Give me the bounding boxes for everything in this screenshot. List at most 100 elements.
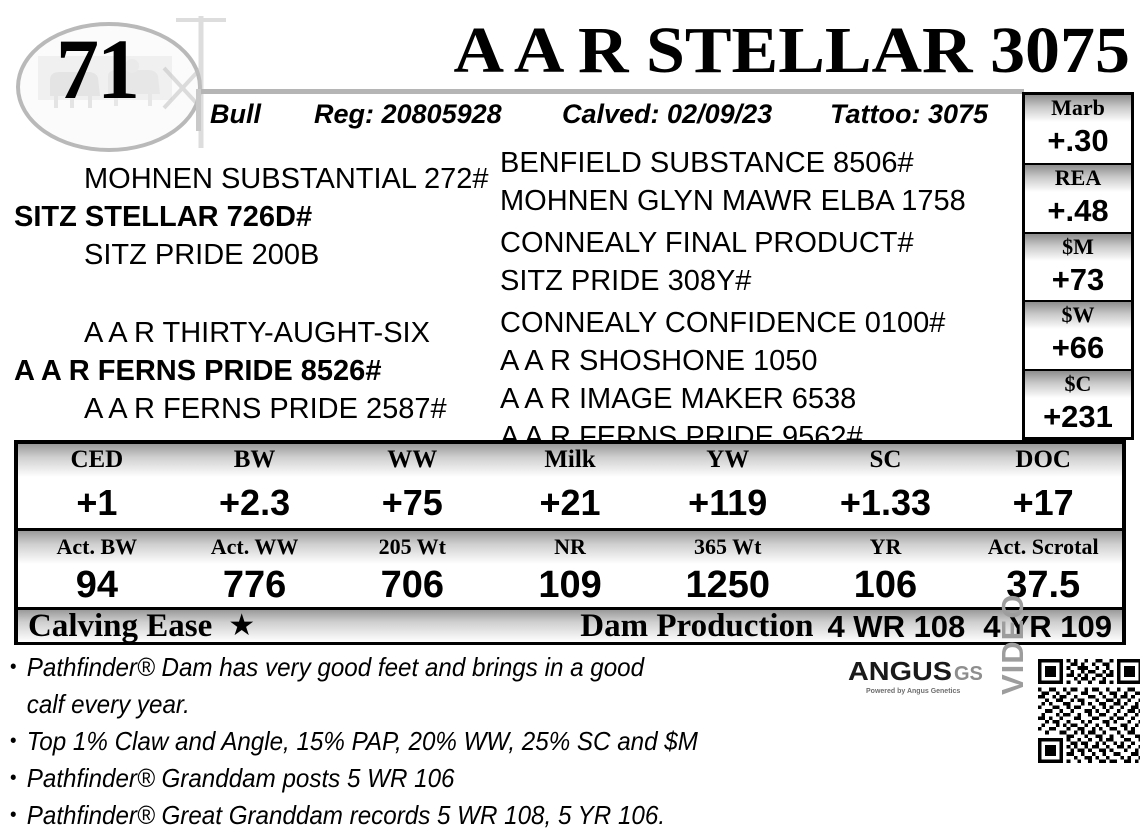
svg-text:Powered by Angus Genetics: Powered by Angus Genetics <box>866 688 960 695</box>
angus-gs-logo-icon: ANGUS GS Powered by Angus Genetics <box>848 656 983 695</box>
maternal-granddam: A A R FERNS PRIDE 2587# <box>84 393 447 425</box>
header-rule <box>196 89 1024 94</box>
epd-row-actual: Act. BW 94 Act. WW 776 205 Wt 706 NR 109… <box>18 528 1123 607</box>
note-item: • Top 1% Claw and Angle, 15% PAP, 20% WW… <box>10 726 782 757</box>
epd-cell-milk: Milk +21 <box>491 444 649 528</box>
tattoo: Tattoo: 3075 <box>830 98 989 129</box>
sidebar-cell-dollar-w: $W +66 <box>1025 300 1131 368</box>
sidebar-value-dollar-w: +66 <box>1051 330 1105 366</box>
note-item-continuation: calf every year. <box>10 689 782 720</box>
calving-ease-star-icon: ★ <box>228 609 256 642</box>
dam: A A R FERNS PRIDE 8526# <box>14 355 382 387</box>
sidebar-cell-rea: REA +.48 <box>1025 163 1131 231</box>
epd-row-expected: CED +1 BW +2.3 WW +75 Milk +21 YW +119 S… <box>18 444 1123 528</box>
sidebar-cell-dollar-m: $M +73 <box>1025 231 1131 300</box>
epd-cell-ww: WW +75 <box>333 444 492 528</box>
pedigree-left-column: MOHNEN SUBSTANTIAL 272# SITZ STELLAR 726… <box>0 140 492 436</box>
actual-label-nr: NR <box>491 531 649 564</box>
note-text-continuation: calf every year. <box>26 689 190 719</box>
actual-value-act-scrotal: 37.5 <box>1006 564 1081 606</box>
paternal-grandsire: MOHNEN SUBSTANTIAL 272# <box>84 163 489 195</box>
note-item: • Pathfinder® Dam has very good feet and… <box>10 652 782 683</box>
actual-cell-act-scrotal: Act. Scrotal 37.5 <box>964 531 1123 607</box>
sidebar-value-marb: +.30 <box>1047 123 1109 158</box>
epd-cell-sc: SC +1.33 <box>806 444 965 528</box>
great-grandparents-b: CONNEALY FINAL PRODUCT# SITZ PRIDE 308Y# <box>500 224 914 300</box>
actual-label-act-scrotal: Act. Scrotal <box>964 531 1123 564</box>
bullet-icon: • <box>10 656 17 678</box>
animal-sex: Bull <box>210 98 261 129</box>
sidebar-label-dollar-c: $C <box>1025 370 1131 398</box>
actual-value-365-wt: 1250 <box>685 564 770 606</box>
qr-code-icon[interactable] <box>1038 659 1140 763</box>
actual-cell-yr: YR 106 <box>806 531 965 607</box>
epd-cell-bw: BW +2.3 <box>175 444 334 528</box>
note-item: • Pathfinder® Granddam posts 5 WR 106 <box>10 763 782 794</box>
epd-value-milk: +21 <box>539 481 601 523</box>
sidebar-label-rea: REA <box>1025 165 1131 193</box>
note-text: Pathfinder® Granddam posts 5 WR 106 <box>26 763 455 793</box>
lot-badge: 71 <box>8 8 226 158</box>
sidebar-label-dollar-m: $M <box>1025 233 1131 261</box>
epd-value-yw: +119 <box>688 481 768 523</box>
bullet-icon: • <box>10 730 17 752</box>
epd-label-bw: BW <box>175 444 334 477</box>
sidebar-value-rea: +.48 <box>1047 193 1109 229</box>
note-text: Pathfinder® Great Granddam records 5 WR … <box>26 800 666 830</box>
actual-label-act-ww: Act. WW <box>175 531 334 564</box>
epd-label-ww: WW <box>333 444 492 477</box>
actual-label-205-wt: 205 Wt <box>333 531 492 564</box>
carcass-epd-sidebar: Marb +.30 REA +.48 $M +73 $W +66 $C +231 <box>1022 92 1134 440</box>
epd-value-ww: +75 <box>381 481 443 523</box>
lot-number: 71 <box>56 21 140 117</box>
registration: Reg: 20805928 <box>314 98 502 129</box>
bullet-icon: • <box>10 804 17 826</box>
dam-block: A A R THIRTY-AUGHT-SIX A A R FERNS PRIDE… <box>0 314 447 428</box>
animal-id-line: Bull Reg: 20805928 Calved: 02/09/23 Tatt… <box>210 96 1022 132</box>
sidebar-value-dollar-m: +73 <box>1051 261 1105 297</box>
epd-cell-yw: YW +119 <box>648 444 807 528</box>
actual-value-205-wt: 706 <box>380 564 444 606</box>
actual-value-yr: 106 <box>853 564 918 606</box>
ggp-c2: A A R SHOSHONE 1050 <box>500 345 818 377</box>
epd-value-ced: +1 <box>76 481 118 523</box>
epd-cell-ced: CED +1 <box>18 444 176 528</box>
note-text: Top 1% Claw and Angle, 15% PAP, 20% WW, … <box>26 726 698 756</box>
actual-cell-nr: NR 109 <box>491 531 649 607</box>
branding-block: ANGUS GS Powered by Angus Genetics VIDEO <box>848 594 1140 831</box>
epd-value-sc: +1.33 <box>839 481 931 523</box>
sire: SITZ STELLAR 726D# <box>14 201 313 233</box>
sidebar-cell-marb: Marb +.30 <box>1025 95 1131 163</box>
dam-production-yr: 4 YR 109 <box>983 608 1112 644</box>
dam-production-label: Dam Production <box>580 607 814 644</box>
dam-production-wr: 4 WR 108 <box>827 608 966 644</box>
epd-cell-doc: DOC +17 <box>964 444 1123 528</box>
actual-value-nr: 109 <box>538 564 602 606</box>
epd-value-doc: +17 <box>1012 481 1074 523</box>
great-grandparents-c: CONNEALY CONFIDENCE 0100# A A R SHOSHONE… <box>500 304 945 380</box>
maternal-grandsire: A A R THIRTY-AUGHT-SIX <box>84 317 430 349</box>
svg-text:ANGUS: ANGUS <box>848 656 952 686</box>
pedigree: MOHNEN SUBSTANTIAL 272# SITZ STELLAR 726… <box>0 140 1018 453</box>
actual-value-act-ww: 776 <box>222 564 287 606</box>
notes-list: • Pathfinder® Dam has very good feet and… <box>10 652 840 830</box>
paternal-granddam: SITZ PRIDE 200B <box>84 239 320 271</box>
actual-label-365-wt: 365 Wt <box>648 531 807 564</box>
actual-cell-205-wt: 205 Wt 706 <box>333 531 492 607</box>
ggp-d1: A A R IMAGE MAKER 6538 <box>500 383 857 415</box>
svg-text:GS: GS <box>954 663 983 685</box>
pedigree-right-column: BENFIELD SUBSTANCE 8506# MOHNEN GLYN MAW… <box>492 140 1018 453</box>
cattle-watermark-icon <box>38 56 172 108</box>
actual-cell-365-wt: 365 Wt 1250 <box>648 531 807 607</box>
actual-cell-act-bw: Act. BW 94 <box>18 531 176 607</box>
note-text: Pathfinder® Dam has very good feet and b… <box>26 652 645 682</box>
actual-cell-act-ww: Act. WW 776 <box>175 531 334 607</box>
ggp-a2: MOHNEN GLYN MAWR ELBA 1758 <box>500 185 966 217</box>
header-rule-vertical <box>196 89 201 131</box>
epd-value-bw: +2.3 <box>219 481 291 523</box>
sidebar-label-dollar-w: $W <box>1025 302 1131 330</box>
sidebar-cell-dollar-c: $C +231 <box>1025 368 1131 437</box>
epd-table: CED +1 BW +2.3 WW +75 Milk +21 YW +119 S… <box>14 440 1126 645</box>
great-grandparents-a: BENFIELD SUBSTANCE 8506# MOHNEN GLYN MAW… <box>500 144 966 220</box>
video-label: VIDEO <box>995 594 1030 779</box>
